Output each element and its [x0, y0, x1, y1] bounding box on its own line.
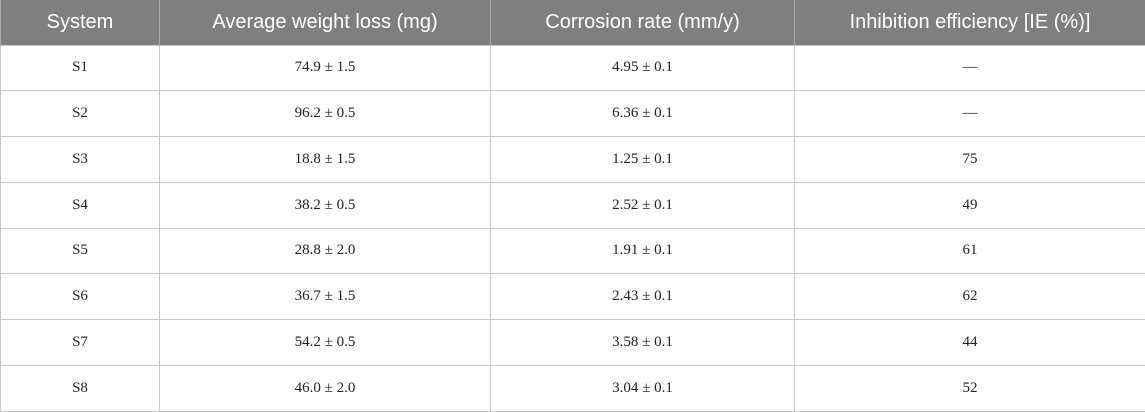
- cell-corrosion-rate: 2.52 ± 0.1: [491, 182, 795, 228]
- table-row: S4 38.2 ± 0.5 2.52 ± 0.1 49: [1, 182, 1145, 228]
- cell-weight-loss: 74.9 ± 1.5: [160, 45, 491, 91]
- cell-weight-loss: 38.2 ± 0.5: [160, 182, 491, 228]
- cell-weight-loss: 96.2 ± 0.5: [160, 91, 491, 137]
- cell-corrosion-rate: 3.04 ± 0.1: [491, 365, 795, 411]
- header-average-weight-loss: Average weight loss (mg): [160, 0, 491, 45]
- cell-inhibition-efficiency: 75: [795, 137, 1145, 183]
- cell-weight-loss: 46.0 ± 2.0: [160, 365, 491, 411]
- cell-system: S5: [1, 228, 160, 274]
- cell-system: S3: [1, 137, 160, 183]
- cell-inhibition-efficiency: —: [795, 91, 1145, 137]
- header-corrosion-rate: Corrosion rate (mm/y): [491, 0, 795, 45]
- cell-inhibition-efficiency: —: [795, 45, 1145, 91]
- cell-inhibition-efficiency: 44: [795, 320, 1145, 366]
- cell-system: S1: [1, 45, 160, 91]
- cell-corrosion-rate: 6.36 ± 0.1: [491, 91, 795, 137]
- cell-corrosion-rate: 1.91 ± 0.1: [491, 228, 795, 274]
- cell-inhibition-efficiency: 62: [795, 274, 1145, 320]
- table-row: S8 46.0 ± 2.0 3.04 ± 0.1 52: [1, 365, 1145, 411]
- cell-system: S4: [1, 182, 160, 228]
- header-inhibition-efficiency: Inhibition efficiency [IE (%)]: [795, 0, 1145, 45]
- cell-weight-loss: 36.7 ± 1.5: [160, 274, 491, 320]
- cell-inhibition-efficiency: 52: [795, 365, 1145, 411]
- table-row: S3 18.8 ± 1.5 1.25 ± 0.1 75: [1, 137, 1145, 183]
- cell-system: S7: [1, 320, 160, 366]
- table-row: S7 54.2 ± 0.5 3.58 ± 0.1 44: [1, 320, 1145, 366]
- cell-corrosion-rate: 4.95 ± 0.1: [491, 45, 795, 91]
- cell-weight-loss: 28.8 ± 2.0: [160, 228, 491, 274]
- cell-system: S6: [1, 274, 160, 320]
- cell-corrosion-rate: 1.25 ± 0.1: [491, 137, 795, 183]
- table-row: S1 74.9 ± 1.5 4.95 ± 0.1 —: [1, 45, 1145, 91]
- cell-system: S2: [1, 91, 160, 137]
- cell-system: S8: [1, 365, 160, 411]
- cell-inhibition-efficiency: 49: [795, 182, 1145, 228]
- header-row: System Average weight loss (mg) Corrosio…: [1, 0, 1145, 45]
- cell-weight-loss: 18.8 ± 1.5: [160, 137, 491, 183]
- cell-corrosion-rate: 2.43 ± 0.1: [491, 274, 795, 320]
- cell-inhibition-efficiency: 61: [795, 228, 1145, 274]
- cell-weight-loss: 54.2 ± 0.5: [160, 320, 491, 366]
- table-row: S2 96.2 ± 0.5 6.36 ± 0.1 —: [1, 91, 1145, 137]
- table-row: S6 36.7 ± 1.5 2.43 ± 0.1 62: [1, 274, 1145, 320]
- table-row: S5 28.8 ± 2.0 1.91 ± 0.1 61: [1, 228, 1145, 274]
- header-system: System: [1, 0, 160, 45]
- cell-corrosion-rate: 3.58 ± 0.1: [491, 320, 795, 366]
